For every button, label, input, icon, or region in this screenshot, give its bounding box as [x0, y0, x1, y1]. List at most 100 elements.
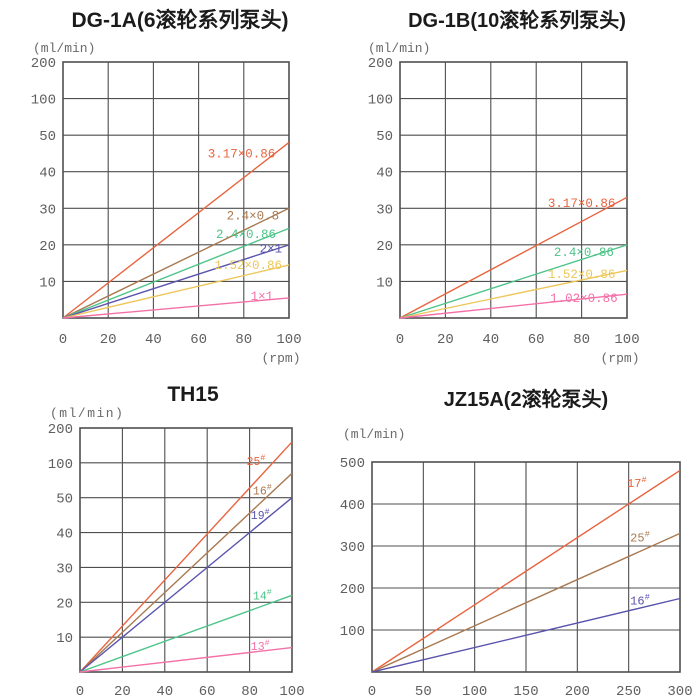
- x-tick-label: 60: [190, 332, 207, 348]
- y-tick-label: 500: [340, 456, 365, 472]
- x-tick-label: 200: [565, 684, 590, 700]
- curve-label-2: 16#: [630, 593, 650, 609]
- x-tick-label: 150: [513, 684, 538, 700]
- y-tick-label: 50: [56, 492, 73, 508]
- curve-label-4: 13#: [251, 639, 270, 654]
- series-line-5: [62, 297, 290, 319]
- y-tick-label: 300: [340, 540, 365, 556]
- x-tick-label: 60: [528, 332, 545, 348]
- y-tick-label: 40: [376, 166, 393, 182]
- x-tick-label: 100: [614, 332, 639, 348]
- y-tick-label: 200: [31, 56, 56, 72]
- y-tick-label: 200: [340, 582, 365, 598]
- x-tick-label: 20: [114, 684, 131, 700]
- curve-label-2: 19#: [251, 508, 270, 523]
- series-line-1: [399, 244, 628, 319]
- series-line-3: [62, 244, 290, 319]
- chart-title: DG-1A(6滚轮系列泵头): [71, 8, 288, 32]
- series-line-2: [79, 497, 293, 673]
- x-tick-label: 80: [573, 332, 590, 348]
- series-line-1: [62, 207, 290, 319]
- y-tick-label: 40: [56, 527, 73, 543]
- x-axis-unit-label: (rpm): [261, 351, 300, 366]
- y-axis-unit-label: (ml/min): [33, 41, 95, 56]
- series-line-1: [371, 532, 681, 673]
- x-tick-label: 300: [667, 684, 692, 700]
- plot-border: [371, 461, 681, 673]
- y-tick-label: 20: [39, 239, 56, 255]
- y-tick-label: 50: [39, 129, 56, 145]
- y-axis-unit-label: (ml/min): [50, 406, 124, 421]
- y-tick-label: 100: [340, 624, 365, 640]
- series-line-4: [79, 646, 293, 673]
- y-tick-label: 10: [39, 275, 56, 291]
- x-tick-label: 0: [368, 684, 376, 700]
- y-tick-label: 100: [31, 93, 56, 109]
- x-tick-label: 0: [76, 684, 84, 700]
- series-line-3: [79, 594, 293, 673]
- curve-label-5: 1×1: [251, 290, 274, 304]
- x-tick-label: 80: [241, 684, 258, 700]
- x-tick-label: 80: [235, 332, 252, 348]
- y-tick-label: 30: [376, 202, 393, 218]
- y-axis-unit-label: (ml/min): [368, 41, 430, 56]
- curve-label-2: 2.4×0.86: [216, 228, 276, 242]
- x-tick-label: 40: [482, 332, 499, 348]
- y-tick-label: 400: [340, 498, 365, 514]
- plot-border: [79, 427, 293, 673]
- chart-title: DG-1B(10滚轮系列泵头): [408, 8, 626, 32]
- y-tick-label: 50: [376, 129, 393, 145]
- y-tick-label: 100: [48, 457, 73, 473]
- y-tick-label: 10: [56, 631, 73, 647]
- x-tick-label: 0: [59, 332, 67, 348]
- x-tick-label: 60: [199, 684, 216, 700]
- y-tick-label: 10: [376, 275, 393, 291]
- x-tick-label: 250: [616, 684, 641, 700]
- curve-label-2: 1.52×0.86: [548, 268, 616, 282]
- series-line-2: [399, 269, 628, 319]
- curve-label-0: 3.17×0.86: [548, 197, 616, 211]
- plot-border: [62, 61, 290, 319]
- y-axis-unit-label: (ml/min): [343, 427, 405, 442]
- series-line-1: [79, 472, 293, 673]
- x-tick-label: 100: [276, 332, 301, 348]
- curve-label-1: 2.4×0.86: [554, 246, 614, 260]
- series-line-3: [399, 293, 628, 319]
- series-line-0: [79, 441, 293, 673]
- y-tick-label: 20: [376, 239, 393, 255]
- y-tick-label: 20: [56, 596, 73, 612]
- series-line-0: [399, 196, 628, 319]
- y-tick-label: 40: [39, 166, 56, 182]
- curve-label-0: 25#: [247, 454, 266, 469]
- y-tick-label: 30: [56, 561, 73, 577]
- plot-border: [399, 61, 628, 319]
- x-tick-label: 40: [156, 684, 173, 700]
- x-tick-label: 20: [100, 332, 117, 348]
- series-line-0: [371, 469, 681, 673]
- x-tick-label: 100: [462, 684, 487, 700]
- series-line-2: [62, 227, 290, 319]
- chart-title: JZ15A(2滚轮泵头): [444, 387, 608, 411]
- chart-title: TH15: [167, 383, 219, 406]
- y-tick-label: 200: [368, 56, 393, 72]
- x-tick-label: 0: [396, 332, 404, 348]
- curve-label-1: 25#: [630, 530, 650, 546]
- y-tick-label: 30: [39, 202, 56, 218]
- curve-label-1: 16#: [253, 484, 272, 499]
- series-line-0: [62, 141, 290, 319]
- chart-1: DG-1B(10滚轮系列泵头)(ml/min)20010050403020100…: [368, 8, 640, 366]
- y-tick-label: 100: [368, 93, 393, 109]
- curve-label-3: 2×1: [260, 243, 283, 257]
- x-tick-label: 50: [415, 684, 432, 700]
- series-line-4: [62, 264, 290, 319]
- curve-label-0: 3.17×0.86: [208, 147, 276, 161]
- curve-label-0: 17#: [627, 475, 647, 491]
- x-axis-unit-label: (rpm): [600, 351, 639, 366]
- curve-label-3: 1.02×0.86: [550, 292, 618, 306]
- chart-3: JZ15A(2滚轮泵头) (ml/min) 500 400 300 200 100 0 50 10…: [340, 387, 693, 700]
- x-tick-label: 100: [279, 684, 304, 700]
